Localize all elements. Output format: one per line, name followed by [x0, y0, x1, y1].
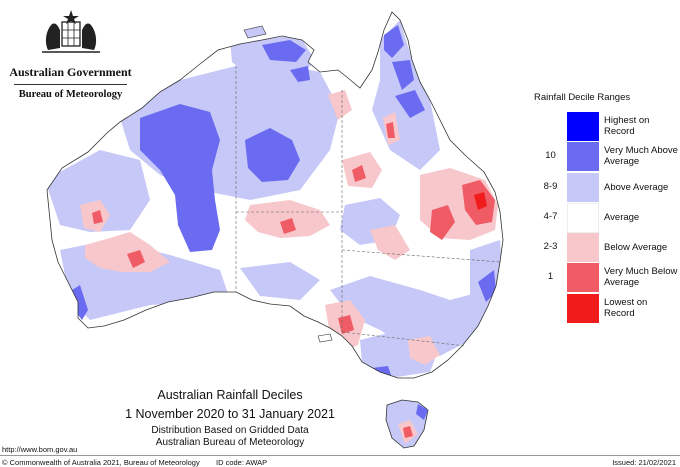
coat-of-arms-logo	[41, 10, 100, 53]
government-branding: Australian Government Bureau of Meteorol…	[8, 8, 133, 100]
map-title: Australian Rainfall Deciles	[157, 388, 303, 402]
legend-swatch	[567, 233, 599, 264]
above-average-sa-south	[240, 262, 320, 300]
very-much-above-nt-north	[262, 40, 306, 62]
legend-title: Rainfall Decile Ranges	[534, 92, 631, 103]
below-average-qld-north	[328, 90, 352, 120]
very-much-above-qld-coast	[392, 60, 414, 90]
map-period: 1 November 2020 to 31 January 2021	[125, 407, 335, 421]
issued-date: Issued: 21/02/2021	[612, 458, 676, 467]
very-much-below-sa-spot	[280, 218, 296, 234]
legend-label: Above Average	[604, 181, 669, 193]
kangaroo-island	[317, 333, 333, 343]
below-average-nsw	[370, 225, 410, 260]
legend-item-highest: Highest on Record	[534, 112, 680, 142]
very-much-above-nt	[245, 128, 300, 182]
branding-divider	[14, 84, 127, 85]
below-average-wa-south	[85, 232, 170, 272]
legend-label: Very Much Above Average	[604, 145, 678, 168]
legend-range: 10	[545, 150, 556, 162]
legend-item-very-much-below: 1 Very Much Below Average	[534, 263, 680, 294]
mainland-coastline	[46, 11, 504, 379]
legend-item-average: 4-7 Average	[534, 202, 680, 233]
above-average-sa-nsw	[330, 270, 500, 356]
legend-item-below: 2-3 Below Average	[534, 233, 680, 264]
legend-range: 1	[547, 271, 554, 283]
very-much-below-sa-gulf	[338, 315, 354, 334]
tasmania	[385, 399, 429, 449]
decile-legend: Rainfall Decile Ranges Highest on Record…	[534, 92, 680, 324]
very-much-above-kimberley	[140, 104, 220, 252]
melville-island	[243, 25, 267, 39]
very-much-below-cape-york	[386, 122, 395, 138]
very-much-above-cape-york	[384, 25, 404, 58]
map-method: Distribution Based on Gridded Data	[151, 425, 309, 436]
legend-swatch	[567, 202, 599, 233]
very-much-below-qld-inland	[430, 205, 455, 240]
footer-divider	[0, 455, 680, 456]
below-average-sa-central	[245, 200, 330, 238]
very-much-above-nsw-coast	[478, 270, 496, 302]
legend-label: Very Much Below Average	[604, 266, 678, 289]
lowest-on-record-qld	[474, 192, 487, 210]
legend-swatch	[567, 142, 599, 173]
legend-label: Average	[604, 211, 640, 223]
map-title-block: Australian Rainfall Deciles 1 November 2…	[110, 388, 350, 448]
state-borders	[235, 66, 501, 347]
legend-item-above: 8-9 Above Average	[534, 172, 680, 203]
above-average-wa-west	[47, 150, 150, 232]
legend-swatch	[567, 172, 599, 203]
legend-range: 2-3	[543, 241, 558, 253]
bom-url: http://www.bom.gov.au	[2, 445, 78, 454]
legend-range: 8-9	[543, 180, 558, 192]
government-name: Australian Government	[9, 65, 132, 79]
very-much-below-wa-south	[127, 250, 145, 268]
copyright-text: © Commonwealth of Australia 2021, Bureau…	[2, 458, 200, 467]
legend-label: Below Average	[604, 242, 668, 254]
legend-item-very-much-above: 10 Very Much Above Average	[534, 142, 680, 173]
legend-label: Highest on Record	[604, 115, 650, 137]
very-much-below-wa-spot	[92, 210, 103, 224]
legend-swatch	[567, 112, 599, 142]
map-source: Australian Bureau of Meteorology	[155, 437, 305, 448]
legend-label: Lowest on Record	[604, 296, 648, 319]
very-much-above-nt-top	[290, 66, 310, 82]
legend-range: 4-7	[543, 210, 558, 222]
legend-item-lowest: Lowest on Record	[534, 293, 680, 324]
id-code: ID code: AWAP	[216, 458, 268, 467]
bureau-name: Bureau of Meteorology	[18, 89, 123, 100]
very-much-above-qld-north	[395, 90, 425, 118]
legend-swatch	[567, 263, 599, 294]
legend-swatch	[567, 293, 599, 324]
below-average-victoria	[408, 336, 440, 365]
very-much-below-qld-west	[352, 165, 366, 182]
